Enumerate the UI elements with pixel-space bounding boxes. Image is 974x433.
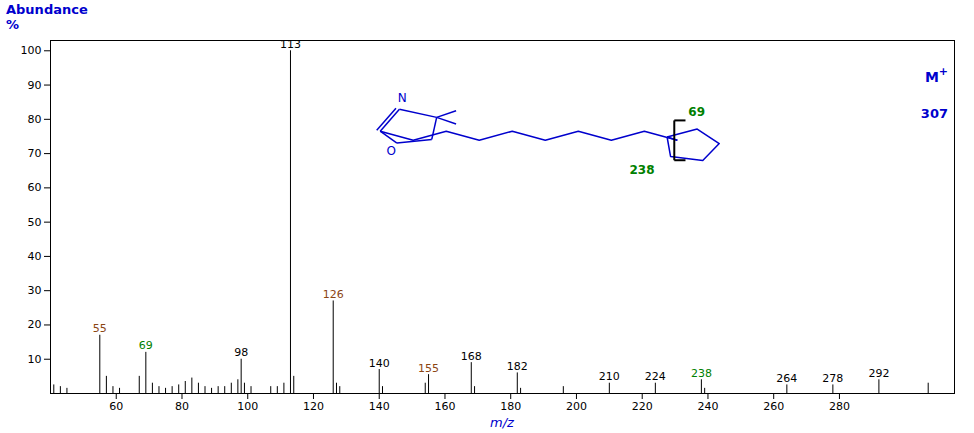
- svg-text:100: 100: [21, 44, 42, 57]
- svg-text:307: 307: [921, 106, 948, 121]
- svg-text:264: 264: [776, 372, 797, 385]
- svg-text:60: 60: [109, 400, 123, 413]
- svg-text:%: %: [6, 17, 19, 32]
- svg-text:100: 100: [237, 400, 258, 413]
- svg-text:98: 98: [234, 346, 248, 359]
- svg-text:240: 240: [697, 400, 718, 413]
- svg-text:113: 113: [280, 38, 301, 51]
- svg-text:80: 80: [175, 400, 189, 413]
- svg-text:40: 40: [28, 250, 42, 263]
- svg-text:M: M: [925, 69, 939, 85]
- svg-text:120: 120: [303, 400, 324, 413]
- svg-text:238: 238: [691, 367, 712, 380]
- svg-text:210: 210: [599, 370, 620, 383]
- svg-text:126: 126: [323, 288, 344, 301]
- svg-text:168: 168: [461, 350, 482, 363]
- svg-text:292: 292: [868, 367, 889, 380]
- svg-text:69: 69: [688, 105, 705, 119]
- svg-text:20: 20: [28, 318, 42, 331]
- svg-text:180: 180: [500, 400, 521, 413]
- svg-text:70: 70: [28, 147, 42, 160]
- svg-text:90: 90: [28, 79, 42, 92]
- svg-text:69: 69: [139, 339, 153, 352]
- svg-text:155: 155: [418, 362, 439, 375]
- svg-text:140: 140: [369, 357, 390, 370]
- svg-text:Abundance: Abundance: [6, 2, 88, 17]
- svg-text:260: 260: [763, 400, 784, 413]
- svg-text:278: 278: [822, 372, 843, 385]
- svg-text:60: 60: [28, 181, 42, 194]
- svg-text:280: 280: [829, 400, 850, 413]
- svg-text:O: O: [387, 144, 396, 158]
- svg-text:80: 80: [28, 113, 42, 126]
- svg-text:160: 160: [434, 400, 455, 413]
- svg-text:200: 200: [566, 400, 587, 413]
- svg-text:140: 140: [369, 400, 390, 413]
- svg-text:50: 50: [28, 216, 42, 229]
- svg-text:30: 30: [28, 284, 42, 297]
- svg-text:+: +: [939, 65, 948, 78]
- svg-text:182: 182: [507, 360, 528, 373]
- svg-text:10: 10: [28, 353, 42, 366]
- svg-text:55: 55: [93, 322, 107, 335]
- svg-text:N: N: [398, 91, 407, 105]
- svg-text:224: 224: [645, 370, 666, 383]
- svg-text:238: 238: [629, 163, 654, 177]
- svg-text:220: 220: [632, 400, 653, 413]
- svg-text:m/z: m/z: [490, 415, 515, 430]
